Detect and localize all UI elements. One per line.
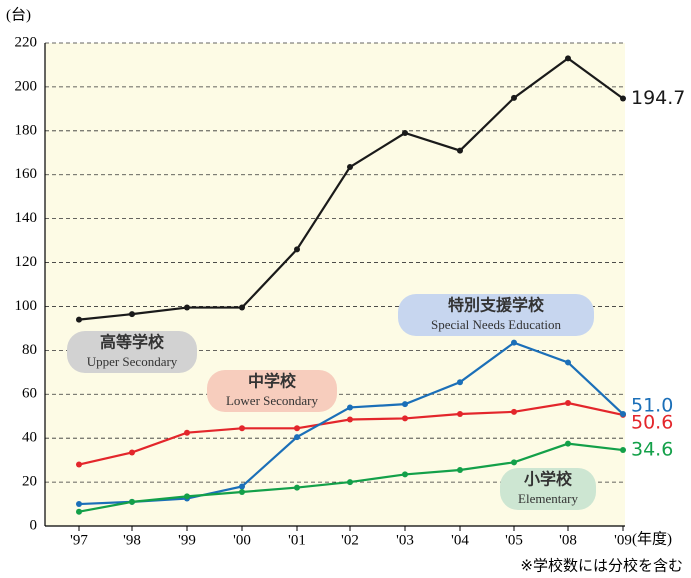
data-point <box>129 311 135 318</box>
y-tick-label: 0 <box>30 517 38 533</box>
y-tick-label: 140 <box>15 210 38 226</box>
footnote: ※学校数には分校を含む <box>520 557 683 575</box>
data-point <box>347 416 353 423</box>
value-label: 51.0 <box>631 395 673 417</box>
data-point <box>347 164 353 171</box>
data-point <box>457 147 463 154</box>
data-point <box>457 379 463 386</box>
data-point <box>457 411 463 418</box>
data-point <box>239 304 245 311</box>
data-point <box>565 440 571 447</box>
data-point <box>565 55 571 62</box>
data-point <box>402 471 408 478</box>
y-tick-label: 40 <box>22 430 37 446</box>
y-tick-label: 160 <box>15 166 38 182</box>
data-point <box>76 508 82 515</box>
y-tick-label: 20 <box>22 474 37 490</box>
x-tick-label: '98 <box>123 532 141 548</box>
y-tick-label: 120 <box>15 254 38 270</box>
data-point <box>402 130 408 137</box>
y-tick-label: 100 <box>15 298 38 314</box>
data-point <box>620 411 626 418</box>
data-point <box>76 461 82 468</box>
legend-label: 小学校 <box>524 470 573 489</box>
data-point <box>402 401 408 408</box>
y-tick-label: 180 <box>15 122 38 138</box>
x-tick-label: '05 <box>505 532 523 548</box>
data-point <box>294 246 300 253</box>
y-tick-label: 220 <box>15 34 38 50</box>
legend-pill <box>67 331 197 373</box>
data-point <box>511 408 517 415</box>
data-point <box>129 498 135 505</box>
data-point <box>347 479 353 486</box>
y-tick-label: 60 <box>22 386 37 402</box>
y-tick-label: 80 <box>22 342 37 358</box>
data-point <box>511 339 517 346</box>
value-label: 34.6 <box>631 439 673 461</box>
data-point <box>76 316 82 323</box>
legend-pill <box>398 294 594 336</box>
data-point <box>184 493 190 500</box>
y-tick-label: 200 <box>15 78 38 94</box>
legend-label: 特別支援学校 <box>448 296 545 315</box>
x-tick-label: '01 <box>288 532 306 548</box>
x-tick-label: '02 <box>341 532 359 548</box>
data-point <box>239 483 245 490</box>
x-tick-label: '00 <box>233 532 251 548</box>
legend-label-en: Special Needs Education <box>431 317 561 332</box>
legend-label: 高等学校 <box>100 333 165 352</box>
data-point <box>511 94 517 101</box>
data-point <box>620 447 626 454</box>
plot-area <box>45 43 625 526</box>
data-point <box>76 501 82 508</box>
data-point <box>511 459 517 466</box>
legend-label: 中学校 <box>248 372 297 391</box>
data-point <box>620 95 626 102</box>
data-point <box>184 304 190 311</box>
legend-pill <box>207 370 337 412</box>
data-point <box>294 484 300 491</box>
data-point <box>239 488 245 495</box>
x-tick-label: '99 <box>178 532 196 548</box>
data-point <box>294 425 300 432</box>
x-tick-label: '97 <box>70 532 88 548</box>
legend-label-en: Upper Secondary <box>87 354 178 369</box>
data-point <box>129 449 135 456</box>
x-unit: (年度) <box>632 530 672 547</box>
x-tick-label: '08 <box>559 532 577 548</box>
y-unit: (台) <box>6 6 31 23</box>
x-tick-label: '09 <box>614 532 632 548</box>
data-point <box>184 429 190 436</box>
data-point <box>457 467 463 474</box>
value-label: 50.6 <box>631 411 673 433</box>
legend-label-en: Lower Secondary <box>226 393 319 408</box>
value-label: 194.7 <box>631 87 685 109</box>
data-point <box>294 434 300 441</box>
legend-label-en: Elementary <box>518 491 578 506</box>
data-point <box>565 359 571 366</box>
legend-pill <box>500 468 596 510</box>
data-point <box>402 415 408 422</box>
data-point <box>347 404 353 411</box>
data-point <box>239 425 245 432</box>
x-tick-label: '03 <box>396 532 414 548</box>
x-tick-label: '04 <box>451 532 469 548</box>
data-point <box>565 400 571 407</box>
